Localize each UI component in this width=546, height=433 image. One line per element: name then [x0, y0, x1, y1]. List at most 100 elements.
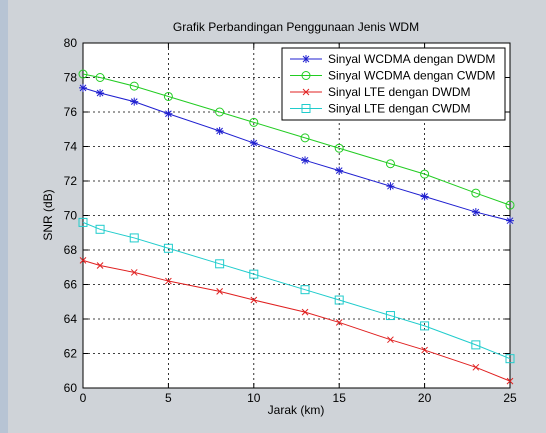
star-marker-stroke	[302, 55, 310, 63]
legend-label: Sinyal LTE dengan DWDM	[328, 85, 471, 99]
x-marker-stroke	[335, 319, 343, 326]
data-point-marker	[471, 188, 481, 198]
series-line	[82, 73, 511, 206]
data-point-marker	[420, 169, 430, 179]
data-point-marker	[163, 243, 173, 253]
square-marker	[420, 321, 430, 331]
x-marker-stroke	[472, 363, 480, 371]
data-point-marker	[300, 285, 310, 295]
y-tick-label: 78	[64, 71, 78, 85]
x-marker-stroke	[130, 269, 138, 276]
data-point-marker	[250, 296, 258, 304]
square-marker	[249, 269, 259, 279]
circle-marker	[78, 69, 88, 79]
data-point-marker	[95, 73, 105, 82]
legend-entry: Sinyal WCDMA dengan CWDM	[290, 69, 495, 83]
square-marker	[163, 243, 173, 253]
circle-marker	[334, 143, 344, 153]
data-point-marker	[385, 159, 395, 169]
circle-marker	[215, 107, 225, 117]
square-marker	[385, 311, 395, 321]
legend: Sinyal WCDMA dengan DWDM Sinyal WCDMA den…	[281, 47, 506, 121]
circle-marker	[385, 159, 395, 169]
data-point-marker	[215, 126, 224, 135]
y-tick-label: 60	[64, 381, 78, 395]
series-line	[82, 259, 511, 382]
data-point-marker	[215, 259, 225, 269]
data-point-marker	[471, 340, 481, 350]
data-point-marker	[386, 182, 395, 191]
y-tick-label: 80	[64, 36, 78, 50]
data-point-marker	[96, 89, 105, 98]
star-marker-stroke	[472, 208, 480, 216]
data-point-marker	[301, 71, 311, 80]
data-point-marker	[302, 88, 310, 96]
star-marker-stroke	[216, 127, 223, 135]
series-group	[78, 217, 515, 364]
star-marker-stroke	[250, 139, 258, 147]
circle-marker	[300, 133, 310, 143]
x-marker-stroke	[301, 308, 309, 316]
data-point-marker	[335, 319, 343, 326]
data-point-marker	[420, 192, 429, 201]
x-marker-stroke	[421, 346, 428, 354]
data-point-marker	[129, 81, 139, 91]
data-point-marker	[471, 208, 480, 217]
data-point-marker	[472, 363, 480, 371]
data-point-marker	[420, 321, 430, 331]
window-frame-edge	[0, 0, 8, 433]
y-tick-label: 74	[64, 140, 78, 154]
data-point-marker	[96, 262, 104, 269]
data-point-marker	[78, 217, 88, 227]
chart-title: Grafik Perbandingan Penggunaan Jenis WDM	[173, 20, 419, 34]
square-marker	[78, 217, 88, 227]
legend-entry: Sinyal LTE dengan CWDM	[290, 102, 471, 116]
x-tick-label: 25	[503, 391, 517, 405]
star-marker-stroke	[335, 167, 343, 175]
data-point-marker	[164, 109, 173, 118]
star-marker-stroke	[130, 98, 138, 106]
y-tick-label: 72	[64, 174, 78, 188]
data-point-marker	[334, 143, 344, 153]
data-point-marker	[163, 91, 173, 101]
x-axis-label: Jarak (km)	[268, 403, 325, 417]
data-point-marker	[301, 308, 309, 316]
data-point-marker	[130, 97, 139, 106]
x-marker-stroke	[506, 377, 514, 385]
square-marker	[471, 340, 481, 350]
data-point-marker	[79, 256, 87, 264]
series-group	[79, 256, 514, 385]
x-tick-label: 15	[333, 391, 347, 405]
legend-entry: Sinyal LTE dengan DWDM	[290, 85, 471, 99]
square-marker	[129, 233, 139, 243]
circle-marker	[129, 81, 139, 91]
y-tick-label: 62	[64, 347, 78, 361]
data-point-marker	[505, 354, 515, 364]
y-axis-label: SNR (dB)	[41, 189, 55, 240]
x-marker-stroke	[387, 336, 394, 344]
square-marker	[215, 259, 225, 269]
legend-label: Sinyal LTE dengan CWDM	[328, 102, 471, 116]
legend-label: Sinyal WCDMA dengan DWDM	[328, 52, 495, 66]
star-marker-stroke	[387, 182, 394, 190]
square-marker	[301, 104, 311, 113]
x-tick-label: 0	[80, 391, 87, 405]
data-point-marker	[505, 200, 515, 210]
y-tick-label: 66	[64, 278, 78, 292]
x-marker-stroke	[250, 296, 258, 304]
series-layer	[78, 69, 515, 385]
data-point-marker	[335, 166, 344, 175]
data-point-marker	[385, 311, 395, 321]
data-point-marker	[249, 139, 258, 148]
data-point-marker	[302, 55, 310, 63]
data-point-marker	[300, 133, 310, 143]
square-marker	[505, 354, 515, 364]
x-marker-stroke	[165, 277, 172, 285]
data-point-marker	[301, 156, 310, 165]
axis-ticks: 0 5 10 15 20 25 60 62 64 66 68 70 72 74 76 78 80	[64, 36, 517, 405]
data-point-marker	[421, 346, 428, 354]
square-marker	[334, 295, 344, 305]
circle-marker	[163, 91, 173, 101]
